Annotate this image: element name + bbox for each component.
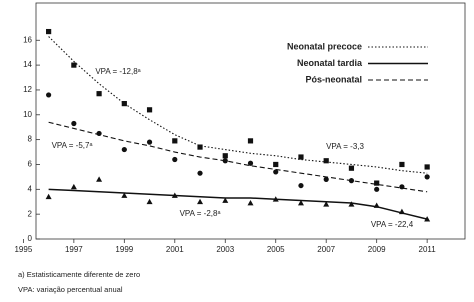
point xyxy=(348,178,355,184)
x-tick-label: 2011 xyxy=(419,245,437,254)
point xyxy=(71,120,77,127)
point xyxy=(424,164,430,170)
point xyxy=(399,184,405,190)
point xyxy=(222,197,229,203)
point xyxy=(96,91,102,97)
point xyxy=(96,176,103,182)
point xyxy=(297,199,304,206)
legend-label: Pós-neonatal xyxy=(305,74,362,84)
x-tick-label: 1995 xyxy=(14,245,32,254)
point xyxy=(46,28,52,35)
point xyxy=(171,192,178,198)
y-tick-label: 10 xyxy=(23,110,32,119)
point xyxy=(146,198,153,205)
point xyxy=(247,160,254,166)
trend-line xyxy=(48,188,428,220)
point xyxy=(273,161,279,168)
x-tick-label: 2007 xyxy=(317,245,335,254)
point xyxy=(323,158,329,164)
y-tick-label: 14 xyxy=(23,60,32,69)
y-tick-label: 4 xyxy=(28,184,33,193)
legend-label: Neonatal tardia xyxy=(297,58,363,68)
point xyxy=(45,193,52,200)
y-tick-label: 8 xyxy=(28,135,33,144)
point xyxy=(399,161,405,168)
annotation: VPA = -5,7ᵃ xyxy=(52,141,94,150)
point xyxy=(247,199,254,206)
x-tick-label: 2005 xyxy=(267,245,285,254)
point xyxy=(222,153,228,159)
footnote: a) Estatisticamente diferente de zero xyxy=(18,270,140,279)
point xyxy=(70,183,77,190)
point xyxy=(298,182,304,189)
point xyxy=(374,180,380,186)
point xyxy=(197,144,203,150)
point xyxy=(424,174,430,180)
x-tick-label: 2009 xyxy=(368,245,386,254)
point xyxy=(121,192,128,198)
y-tick-label: 12 xyxy=(23,85,32,94)
point xyxy=(298,154,304,160)
point xyxy=(96,130,102,137)
y-tick-label: 16 xyxy=(23,35,32,44)
annotation: VPA = -3,3 xyxy=(326,142,364,151)
x-tick-label: 2001 xyxy=(166,245,184,254)
point xyxy=(323,201,330,207)
point xyxy=(172,138,178,144)
annotation: VPA = -2,8ᵃ xyxy=(180,209,222,218)
point xyxy=(374,186,380,192)
point xyxy=(121,146,127,153)
point xyxy=(424,216,431,222)
point xyxy=(348,201,355,207)
point xyxy=(273,169,279,175)
point xyxy=(323,176,329,182)
annotation: VPA = -22,4 xyxy=(371,220,414,229)
x-tick-label: 1997 xyxy=(65,245,83,254)
y-tick-label: 6 xyxy=(28,160,33,169)
point xyxy=(247,138,254,144)
point xyxy=(398,208,405,215)
point xyxy=(197,198,204,205)
footnote: VPA: variação percentual anual xyxy=(18,285,123,294)
x-tick-label: 2003 xyxy=(216,245,234,254)
point xyxy=(197,170,203,176)
y-tick-label: 2 xyxy=(28,209,33,218)
point xyxy=(146,139,153,145)
point xyxy=(373,202,380,208)
point xyxy=(121,101,127,107)
point xyxy=(172,156,178,163)
legend-label: Neonatal precoce xyxy=(287,41,362,51)
y-tick-label: 0 xyxy=(28,234,33,243)
point xyxy=(272,196,279,202)
point xyxy=(46,92,52,98)
point xyxy=(348,165,355,171)
plot-frame xyxy=(35,2,466,240)
x-tick-label: 1999 xyxy=(115,245,133,254)
point xyxy=(71,62,77,68)
point xyxy=(146,107,153,113)
point xyxy=(222,158,228,164)
trend-line xyxy=(48,121,428,193)
trend-line xyxy=(48,36,428,174)
annotation: VPA = -12,8ᵃ xyxy=(95,67,141,76)
